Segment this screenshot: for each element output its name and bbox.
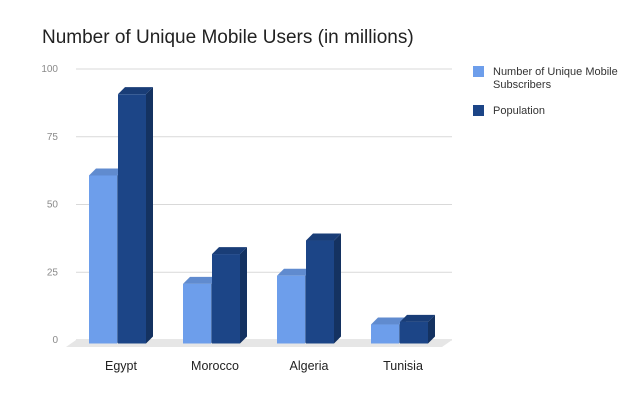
y-tick-label: 75 bbox=[47, 132, 59, 143]
bar bbox=[400, 314, 435, 344]
y-tick-label: 100 bbox=[41, 64, 58, 75]
chart-title: Number of Unique Mobile Users (in millio… bbox=[42, 27, 414, 48]
bar bbox=[306, 233, 341, 344]
legend-label: Population bbox=[493, 105, 545, 117]
legend-item: Number of Unique Mobile Subscribers bbox=[473, 66, 618, 91]
bar bbox=[118, 87, 153, 344]
y-axis-ticks: 0 25 50 75 100 bbox=[41, 64, 58, 346]
x-category-label: Egypt bbox=[105, 359, 137, 373]
legend: Number of Unique Mobile Subscribers Popula… bbox=[473, 66, 618, 117]
x-category-label: Tunisia bbox=[383, 359, 423, 373]
bar bbox=[212, 247, 247, 344]
y-tick-label: 25 bbox=[47, 267, 59, 278]
legend-swatch bbox=[473, 66, 484, 77]
x-axis-categories: Egypt Morocco Algeria Tunisia bbox=[105, 359, 423, 373]
x-category-label: Morocco bbox=[191, 359, 239, 373]
legend-item: Population bbox=[473, 105, 545, 117]
y-tick-label: 50 bbox=[47, 200, 59, 211]
x-category-label: Algeria bbox=[290, 359, 329, 373]
bars bbox=[89, 87, 435, 344]
legend-swatch bbox=[473, 105, 484, 116]
chart-floor bbox=[66, 340, 452, 347]
legend-label: Number of Unique Mobile Subscribers bbox=[493, 66, 618, 91]
chart-floor-plane bbox=[66, 340, 452, 347]
y-tick-label: 0 bbox=[52, 335, 58, 346]
